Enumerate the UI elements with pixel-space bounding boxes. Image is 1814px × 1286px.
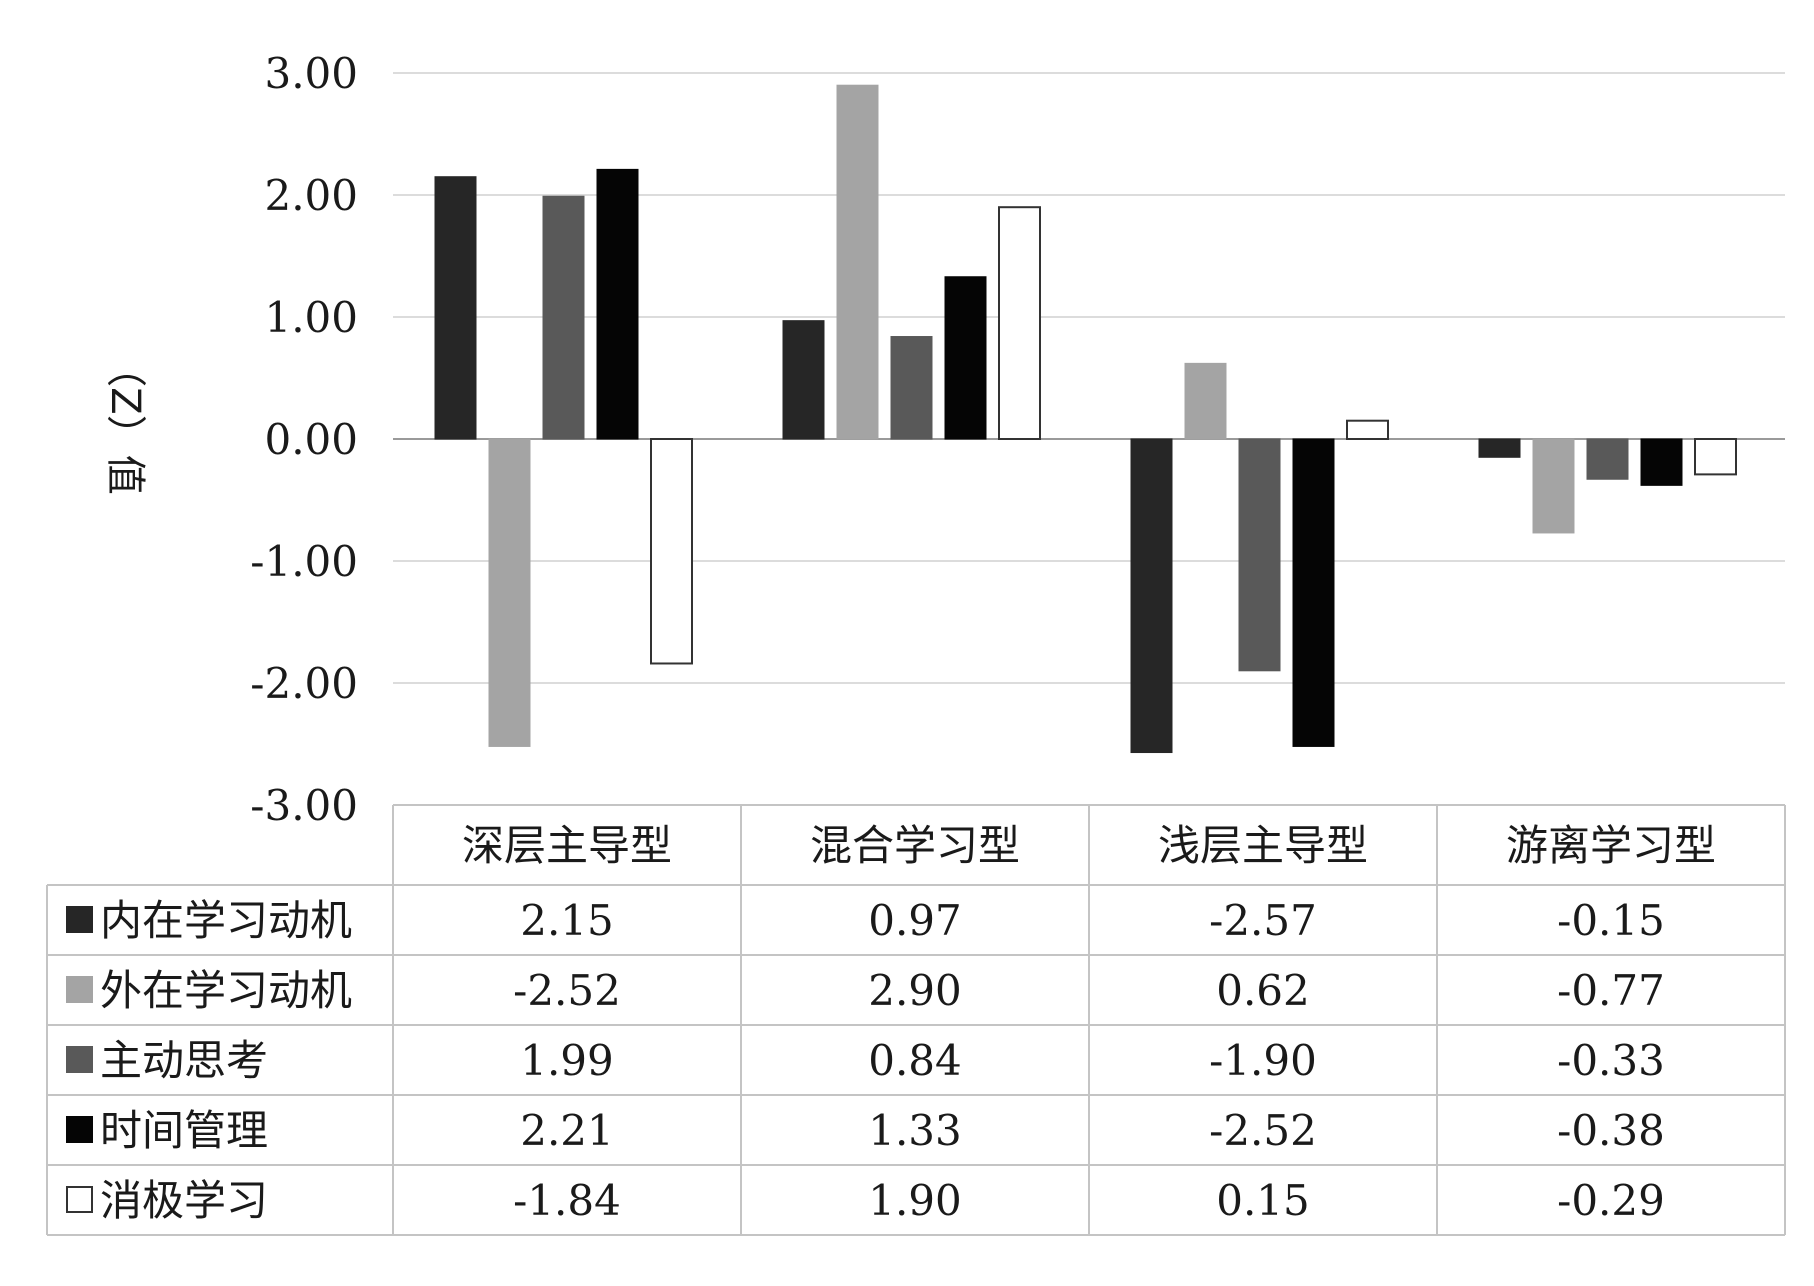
- y-tick-label: 3.00: [264, 49, 358, 98]
- data-label: 0.97: [868, 896, 962, 945]
- category-label: 浅层主导型: [1158, 821, 1368, 870]
- series-label: 时间管理: [100, 1106, 268, 1155]
- y-tick-label: -3.00: [250, 781, 358, 830]
- bar: [1346, 419, 1389, 441]
- data-label: 1.33: [868, 1106, 962, 1155]
- data-label: -2.52: [513, 966, 621, 1015]
- data-label: 0.84: [868, 1036, 962, 1085]
- bar: [1292, 438, 1335, 747]
- bar: [944, 276, 987, 440]
- category-label: 混合学习型: [810, 821, 1020, 870]
- y-tick-label: -1.00: [250, 537, 358, 586]
- legend-swatch: [66, 1046, 93, 1073]
- y-tick-label: 1.00: [264, 293, 358, 342]
- data-label: -1.90: [1209, 1036, 1317, 1085]
- data-label: -0.77: [1557, 966, 1665, 1015]
- bar: [542, 195, 585, 440]
- data-label: -0.33: [1557, 1036, 1665, 1085]
- data-label: 0.15: [1216, 1176, 1310, 1225]
- data-label: 1.90: [868, 1176, 962, 1225]
- bar: [1694, 438, 1737, 476]
- bar: [1238, 438, 1281, 672]
- data-label: -0.15: [1557, 896, 1665, 945]
- bar: [650, 438, 693, 665]
- data-label: -2.52: [1209, 1106, 1317, 1155]
- category-label: 深层主导型: [462, 821, 672, 870]
- bars: [434, 84, 1737, 754]
- series-label: 外在学习动机: [100, 966, 352, 1015]
- data-label: 1.99: [520, 1036, 614, 1085]
- y-axis-label: （Z）值: [102, 347, 148, 494]
- bar: [596, 168, 639, 440]
- category-label: 游离学习型: [1506, 821, 1716, 870]
- data-label: -1.84: [513, 1176, 621, 1225]
- series-label: 内在学习动机: [100, 896, 352, 945]
- data-label: 0.62: [1216, 966, 1310, 1015]
- data-label: -0.29: [1557, 1176, 1665, 1225]
- data-label: 2.90: [868, 966, 962, 1015]
- bar: [434, 176, 477, 440]
- data-label: -0.38: [1557, 1106, 1665, 1155]
- series-label: 消极学习: [100, 1176, 268, 1225]
- legend-swatch: [66, 1186, 93, 1213]
- data-label: 2.21: [520, 1106, 614, 1155]
- bar: [890, 336, 933, 440]
- legend-swatch: [66, 906, 93, 933]
- bar: [1130, 438, 1173, 754]
- y-tick-label: -2.00: [250, 659, 358, 708]
- data-label: -2.57: [1209, 896, 1317, 945]
- bar: [998, 206, 1041, 440]
- bar: [488, 438, 531, 747]
- y-axis-ticks: 3.00 2.00 1.00 0.00 -1.00 -2.00 -3.00: [250, 49, 358, 830]
- bar: [836, 84, 879, 440]
- bar: [1478, 438, 1521, 458]
- legend-swatch: [66, 1116, 93, 1143]
- legend-swatch: [66, 976, 93, 1003]
- bar: [1640, 438, 1683, 486]
- data-label: 2.15: [520, 896, 614, 945]
- y-tick-label: 0.00: [264, 415, 358, 464]
- y-tick-label: 2.00: [264, 171, 358, 220]
- bar: [1184, 362, 1227, 440]
- bar: [1532, 438, 1575, 534]
- bar: [1586, 438, 1629, 480]
- series-label: 主动思考: [100, 1036, 268, 1085]
- bar: [782, 320, 825, 440]
